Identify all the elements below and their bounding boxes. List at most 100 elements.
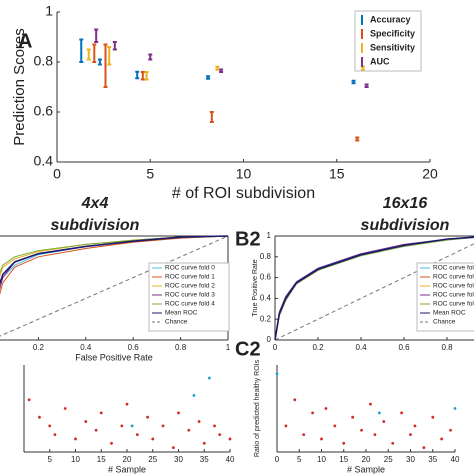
panel-label: B2 bbox=[235, 228, 261, 250]
point bbox=[342, 441, 346, 445]
error-bar bbox=[144, 71, 149, 81]
y-axis-label: True Positive Rate bbox=[252, 259, 259, 316]
legend-label: ROC curve fold 1 bbox=[433, 274, 474, 281]
error-bar bbox=[140, 71, 145, 81]
roc-curve bbox=[274, 236, 474, 341]
legend-box bbox=[148, 262, 230, 332]
roc-curve bbox=[0, 235, 229, 286]
point bbox=[213, 424, 216, 428]
error-bar bbox=[360, 65, 365, 71]
point bbox=[373, 433, 377, 436]
point bbox=[177, 411, 180, 415]
y-axis-label: Prediction Scores bbox=[11, 28, 28, 146]
x-tick-label: 0.6 bbox=[398, 343, 410, 352]
y-tick-label: 0.4 bbox=[34, 153, 54, 169]
legend-label: ROC curve fold 0 bbox=[165, 265, 215, 272]
legend-label: Accuracy bbox=[370, 14, 411, 24]
legend-label: Chance bbox=[165, 319, 188, 326]
legend-label: ROC curve fold 4 bbox=[433, 301, 474, 308]
legend-label: ROC curve fold 3 bbox=[433, 292, 474, 299]
point bbox=[293, 398, 297, 402]
error-bar bbox=[206, 75, 211, 80]
y-tick-label: 0.4 bbox=[260, 294, 272, 303]
point bbox=[161, 424, 165, 428]
chart-title: 4x4 bbox=[81, 195, 109, 212]
legend-label: ROC curve fold 0 bbox=[433, 265, 474, 272]
error-bar bbox=[351, 79, 356, 85]
legend-box bbox=[416, 262, 474, 332]
point bbox=[84, 420, 88, 423]
legend-label: ROC curve fold 4 bbox=[165, 301, 215, 308]
point bbox=[63, 407, 67, 410]
point bbox=[275, 372, 279, 376]
point bbox=[187, 428, 191, 432]
point bbox=[333, 424, 337, 428]
x-tick-label: 35 bbox=[200, 455, 209, 464]
point bbox=[171, 446, 175, 450]
panel-label: A bbox=[18, 30, 32, 52]
y-tick-label: 0.8 bbox=[260, 252, 272, 261]
x-tick-label: 0.2 bbox=[312, 343, 324, 352]
error-bar bbox=[103, 43, 108, 88]
x-tick-label: 0 bbox=[275, 455, 280, 464]
x-tick-label: 10 bbox=[236, 166, 252, 182]
point bbox=[120, 424, 124, 428]
x-tick-label: 30 bbox=[174, 455, 183, 464]
y-tick-label: 0.6 bbox=[34, 103, 54, 119]
y-tick-label: 0.6 bbox=[260, 273, 272, 282]
point bbox=[449, 428, 452, 432]
point bbox=[130, 424, 134, 428]
x-tick-label: 15 bbox=[97, 455, 106, 464]
x-tick-label: 0 bbox=[273, 343, 278, 352]
chart-title: subdivision bbox=[51, 217, 140, 234]
x-tick-label: 15 bbox=[339, 455, 348, 464]
error-bar bbox=[94, 28, 99, 43]
error-bar bbox=[135, 70, 140, 80]
x-axis-label: False Positive Rate bbox=[75, 352, 153, 362]
x-tick-label: 40 bbox=[451, 455, 460, 464]
point bbox=[284, 424, 288, 428]
y-tick-label: 1 bbox=[45, 3, 53, 19]
chart-title: subdivision bbox=[361, 217, 450, 234]
error-bar bbox=[215, 65, 220, 71]
y-tick-label: 1 bbox=[267, 231, 272, 240]
point bbox=[197, 420, 201, 423]
chance-line bbox=[0, 235, 229, 337]
point bbox=[320, 437, 323, 441]
x-tick-label: 1 bbox=[226, 343, 231, 352]
point bbox=[413, 424, 417, 428]
point bbox=[382, 420, 386, 423]
x-tick-label: 10 bbox=[71, 455, 80, 464]
point bbox=[360, 428, 363, 432]
x-tick-label: 15 bbox=[329, 166, 345, 182]
point bbox=[151, 437, 155, 441]
y-tick-label: 0.8 bbox=[34, 53, 54, 69]
error-bar bbox=[97, 58, 102, 66]
x-tick-label: 0.2 bbox=[33, 343, 45, 352]
chart-title: 16x16 bbox=[383, 195, 428, 212]
legend-label: Chance bbox=[433, 319, 456, 326]
roc-curve bbox=[0, 235, 229, 296]
point bbox=[53, 433, 57, 436]
x-tick-label: 5 bbox=[146, 166, 154, 182]
legend-label: Mean ROC bbox=[433, 310, 466, 317]
point bbox=[146, 415, 150, 419]
error-bar bbox=[219, 68, 224, 73]
error-bar bbox=[112, 41, 117, 51]
error-bar bbox=[209, 111, 214, 123]
point bbox=[228, 437, 232, 441]
legend-label: ROC curve fold 2 bbox=[433, 283, 474, 290]
error-bar bbox=[107, 46, 112, 66]
x-tick-label: 35 bbox=[428, 455, 437, 464]
point bbox=[99, 411, 103, 415]
legend-label: ROC curve fold 2 bbox=[165, 283, 215, 290]
point bbox=[48, 424, 52, 428]
point bbox=[351, 415, 355, 419]
point bbox=[302, 433, 306, 436]
error-bar bbox=[364, 83, 369, 88]
x-tick-label: 5 bbox=[48, 455, 53, 464]
x-tick-label: 20 bbox=[123, 455, 132, 464]
x-tick-label: 0.6 bbox=[128, 343, 140, 352]
chance-line bbox=[274, 243, 474, 341]
